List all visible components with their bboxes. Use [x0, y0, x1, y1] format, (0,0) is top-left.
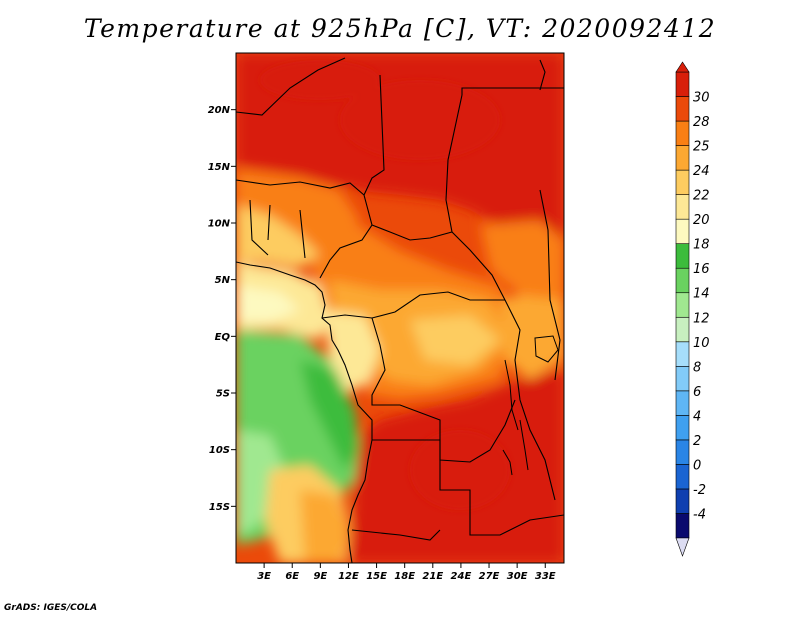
- colorbar-label: 28: [693, 115, 710, 130]
- border-sahara-north: [236, 57, 346, 116]
- colorbar-label: 25: [693, 140, 710, 155]
- colorbar-segment: [675, 464, 690, 490]
- colorbar-segment: [675, 218, 690, 244]
- colorbar-label: -2: [693, 483, 706, 498]
- lon-tick-label: 21E: [422, 571, 443, 582]
- colorbar-label: 4: [693, 409, 701, 424]
- colorbar-high-arrow: [675, 61, 690, 73]
- colorbar-segment: [675, 243, 690, 269]
- field-hot-spot-a: [410, 430, 510, 510]
- border-nigeria-cameroon: [319, 194, 373, 279]
- field-hot-spot-c: [260, 60, 380, 100]
- colorbar-label: 0: [693, 458, 701, 473]
- field-atlantic-core: [300, 360, 360, 470]
- lat-tick-label: 15N: [208, 162, 231, 173]
- colorbar-segment: [675, 341, 690, 367]
- lake-mweru: [502, 449, 513, 476]
- lon-tick-label: 9E: [313, 571, 327, 582]
- coastlines-and-borders: [236, 57, 564, 563]
- lake-tanganyika: [504, 359, 519, 431]
- border-chad-sudan: [445, 94, 463, 233]
- border-east-africa: [504, 299, 556, 501]
- lon-tick-label: 15E: [366, 571, 387, 582]
- lakes: [502, 335, 559, 476]
- field-hot-spot-b: [340, 80, 500, 160]
- colorbar-segment: [675, 71, 690, 97]
- colorbar-label: 20: [693, 213, 710, 228]
- border-west-africa: [236, 179, 365, 196]
- chart-title: Temperature at 925hPa [C], VT: 202009241…: [83, 14, 717, 43]
- lake-malawi: [519, 419, 529, 471]
- colorbar-label: 6: [693, 385, 701, 400]
- lake-victoria: [534, 335, 559, 363]
- colorbar-label: 24: [693, 164, 710, 179]
- lat-tick-label: 5N: [215, 275, 231, 286]
- lat-tick-label: EQ: [215, 332, 231, 343]
- field-east-highlands: [500, 290, 564, 380]
- lat-tick-label: 20N: [208, 105, 231, 116]
- field-congo-core: [410, 315, 500, 365]
- colorbar-label: 12: [693, 311, 710, 326]
- colorbar-label: 16: [693, 262, 710, 277]
- lat-tick-label: 15S: [209, 502, 230, 513]
- colorbar-label: 14: [693, 287, 710, 302]
- field-gabon-coast: [325, 310, 380, 395]
- border-sudan-east: [539, 59, 561, 381]
- lon-tick-label: 24E: [451, 571, 472, 582]
- colorbar-label: -4: [693, 507, 706, 522]
- colorbar-low-arrow: [675, 537, 690, 557]
- lon-tick-label: 12E: [338, 571, 359, 582]
- field-gulf-core: [236, 285, 300, 322]
- colorbar-segment: [675, 439, 690, 465]
- border-niger-chad: [363, 74, 385, 196]
- colorbar-segment: [675, 194, 690, 220]
- colorbar-segment: [675, 292, 690, 318]
- colorbar-segment: [675, 145, 690, 171]
- border-libya-egypt: [461, 87, 564, 95]
- colorbar-segment: [675, 366, 690, 392]
- lon-tick-label: 18E: [394, 571, 415, 582]
- lon-tick-label: 27E: [479, 571, 500, 582]
- coastline: [236, 261, 373, 563]
- colorbar-label: 10: [693, 336, 710, 351]
- lon-tick-label: 6E: [285, 571, 299, 582]
- lon-tick-label: 3E: [257, 571, 271, 582]
- border-congo-north: [321, 291, 505, 319]
- colorbar-segment: [675, 96, 690, 122]
- field-west-yellow: [236, 205, 320, 268]
- field-ethiopia: [480, 220, 564, 300]
- colorbar-segment: [675, 390, 690, 416]
- border-namibia: [351, 529, 441, 541]
- border-angola: [372, 439, 564, 536]
- colorbar-label: 8: [693, 360, 701, 375]
- colorbar-segment: [675, 316, 690, 343]
- colorbar-segment: [675, 169, 690, 195]
- latitude-axis: 20N 15N 10N 5N EQ 5S 10S 15S: [208, 105, 236, 513]
- lat-tick-label: 10N: [208, 219, 231, 230]
- field-angola-coast-warm: [300, 490, 350, 563]
- colorbar-label: 22: [693, 189, 710, 204]
- border-car: [371, 224, 506, 301]
- colorbar-label: 18: [693, 238, 710, 253]
- border-west-interior: [249, 199, 306, 259]
- lat-tick-label: 10S: [209, 445, 230, 456]
- colorbar-label: 30: [693, 91, 710, 106]
- colorbar-segment: [675, 513, 690, 539]
- grads-credit: GrADS: IGES/COLA: [4, 603, 98, 613]
- longitude-axis: 3E 6E 9E 12E 15E 18E 21E 24E 27E 30E 33E: [257, 563, 556, 582]
- colorbar-segment: [675, 415, 690, 441]
- border-congo-drc: [371, 317, 516, 463]
- lon-tick-label: 30E: [507, 571, 528, 582]
- map-frame: [235, 52, 565, 564]
- lon-tick-label: 33E: [535, 571, 556, 582]
- colorbar-label: 2: [693, 434, 701, 449]
- colorbar-segment: [675, 120, 690, 146]
- colorbar-segment: [675, 267, 690, 294]
- colorbar-segment: [675, 488, 690, 514]
- lat-tick-label: 5S: [216, 389, 230, 400]
